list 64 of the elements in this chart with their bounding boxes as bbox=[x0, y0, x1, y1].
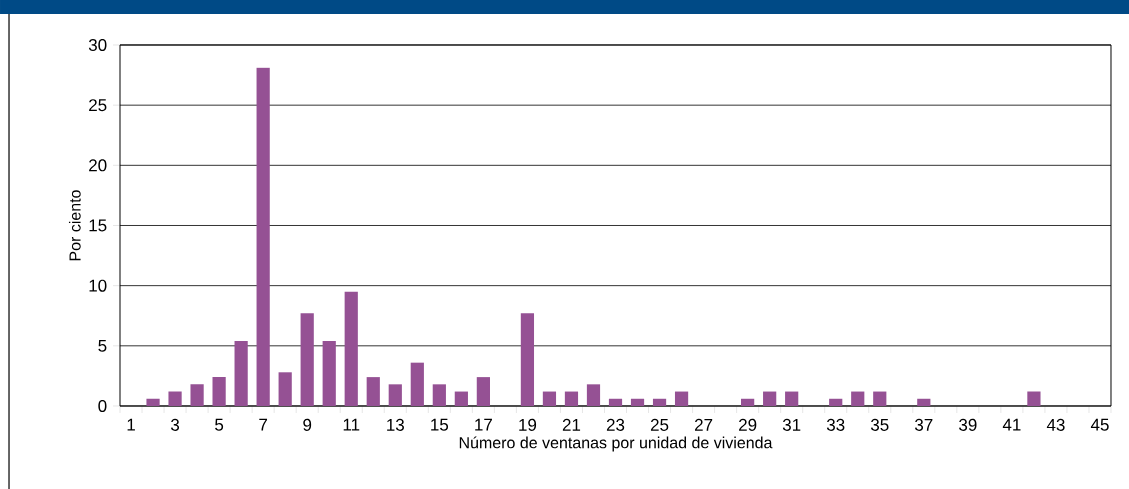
bar bbox=[476, 377, 490, 406]
x-tick-label: 3 bbox=[170, 418, 180, 431]
x-tick-label: 39 bbox=[959, 418, 977, 431]
bar bbox=[763, 391, 777, 406]
bar bbox=[234, 341, 248, 406]
bar bbox=[366, 377, 380, 406]
x-tick-label: 45 bbox=[1090, 418, 1109, 431]
bar bbox=[608, 398, 623, 406]
x-tick-label: 21 bbox=[562, 418, 581, 431]
bar bbox=[256, 67, 270, 406]
x-tick-label: 37 bbox=[915, 418, 933, 431]
x-tick-label: 19 bbox=[519, 418, 537, 431]
bar bbox=[322, 341, 336, 406]
y-tick-label: 0 bbox=[98, 399, 107, 413]
x-tick-label: 27 bbox=[695, 418, 713, 431]
bar bbox=[630, 398, 645, 406]
bar bbox=[278, 372, 292, 406]
x-tick-label: 5 bbox=[215, 418, 224, 431]
bar bbox=[146, 398, 160, 406]
y-axis-title: Por ciento bbox=[68, 190, 81, 261]
x-tick-label: 33 bbox=[826, 418, 845, 431]
y-tick-label: 10 bbox=[89, 279, 107, 292]
x-tick-label: 17 bbox=[475, 418, 492, 431]
x-tick-label: 25 bbox=[650, 418, 669, 431]
y-tick-label: 20 bbox=[89, 159, 107, 172]
x-tick-label: 11 bbox=[343, 418, 360, 431]
bar bbox=[873, 391, 887, 406]
bar bbox=[190, 384, 204, 406]
y-tick-label: 30 bbox=[88, 38, 107, 52]
x-tick-label: 29 bbox=[739, 418, 757, 431]
bar bbox=[542, 391, 557, 406]
bar bbox=[168, 391, 182, 406]
y-tick-label: 25 bbox=[89, 99, 107, 112]
x-tick-label: 15 bbox=[431, 418, 449, 431]
bar bbox=[785, 391, 799, 406]
x-tick-label: 43 bbox=[1046, 418, 1065, 431]
x-tick-label: 13 bbox=[387, 418, 404, 431]
x-tick-label: 23 bbox=[606, 418, 625, 431]
x-tick-label: 35 bbox=[870, 418, 889, 431]
y-tick-label: 15 bbox=[89, 219, 107, 232]
bar bbox=[851, 391, 865, 406]
x-tick-label: 41 bbox=[1002, 418, 1021, 431]
x-axis-title: Número de ventanas por unidad de vivienda bbox=[459, 436, 773, 452]
bar bbox=[652, 398, 667, 406]
bar bbox=[741, 398, 755, 406]
bar bbox=[344, 291, 358, 406]
bar bbox=[917, 398, 931, 406]
y-tick-label: 5 bbox=[98, 339, 107, 352]
bar bbox=[432, 384, 446, 406]
x-tick-label: 7 bbox=[259, 418, 268, 431]
bar bbox=[212, 377, 226, 406]
x-tick-label: 1 bbox=[127, 418, 135, 431]
bar bbox=[829, 398, 843, 406]
bar bbox=[300, 313, 314, 406]
bar bbox=[564, 391, 579, 406]
bar bbox=[674, 391, 689, 406]
bar bbox=[586, 384, 601, 406]
bar bbox=[388, 384, 402, 406]
bar bbox=[410, 362, 424, 406]
bar bbox=[454, 391, 468, 406]
x-tick-label: 9 bbox=[303, 418, 312, 431]
bar bbox=[1027, 391, 1041, 406]
x-tick-label: 31 bbox=[782, 418, 801, 431]
bar bbox=[520, 313, 535, 406]
